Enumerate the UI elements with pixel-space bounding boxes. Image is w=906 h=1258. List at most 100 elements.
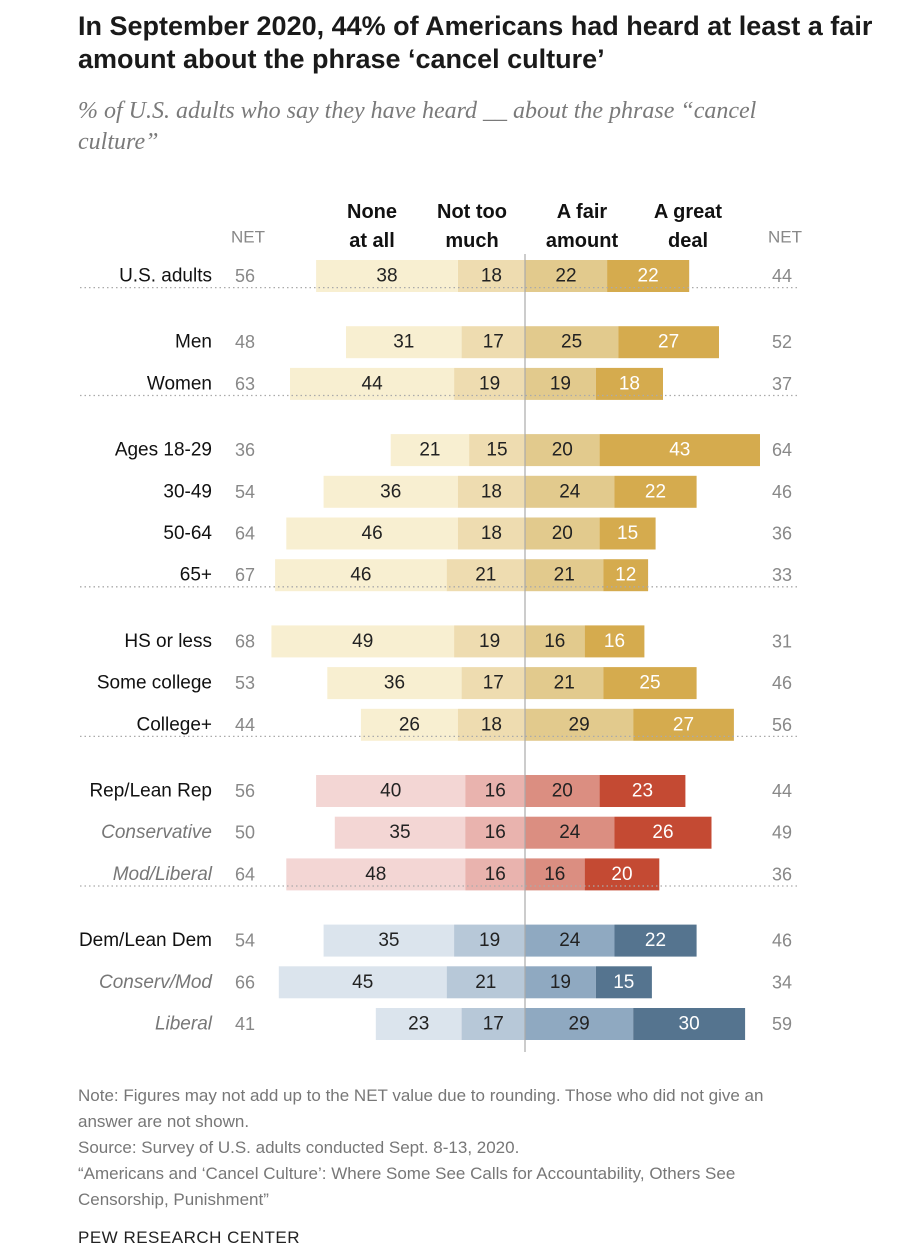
bar-value-label: 22 — [645, 481, 666, 502]
row-label: Rep/Lean Rep — [89, 781, 212, 802]
bar-not-too-much — [457, 708, 525, 741]
bar-none-at-all — [278, 966, 447, 999]
bar-a-fair-amount — [525, 434, 600, 467]
bar-value-label: 20 — [552, 523, 573, 544]
bar-value-label: 17 — [483, 673, 504, 694]
bar-value-label: 16 — [485, 864, 506, 885]
bar-a-great-deal — [614, 924, 697, 957]
bar-value-label: 12 — [615, 565, 636, 586]
bar-none-at-all — [316, 260, 458, 292]
bar-value-label: 18 — [481, 714, 502, 735]
bar-value-label: 46 — [362, 523, 383, 544]
bar-a-fair-amount — [525, 260, 608, 292]
bar-value-label: 36 — [380, 481, 401, 502]
series-header-line2: amount — [546, 230, 619, 252]
bar-value-label: 48 — [365, 864, 386, 885]
bar-value-label: 31 — [393, 332, 414, 353]
bar-value-label: 17 — [483, 1014, 504, 1035]
net-right-value: 46 — [772, 673, 792, 693]
bar-a-great-deal — [584, 858, 660, 891]
net-left-value: 50 — [235, 823, 255, 843]
bar-none-at-all — [323, 475, 458, 508]
bar-value-label: 22 — [645, 930, 666, 951]
bar-value-label: 20 — [552, 440, 573, 461]
bar-not-too-much — [446, 559, 525, 592]
bar-none-at-all — [360, 708, 458, 741]
bar-value-label: 21 — [419, 440, 440, 461]
chart-title: In September 2020, 44% of Americans had … — [78, 11, 873, 74]
bar-a-fair-amount — [525, 367, 596, 400]
bar-value-label: 21 — [554, 673, 575, 694]
bar-value-label: 19 — [479, 930, 500, 951]
bar-a-great-deal — [633, 1008, 746, 1040]
chart-subtitle: % of U.S. adults who say they have heard… — [78, 98, 757, 155]
series-header-line1: Not too — [437, 201, 507, 223]
bar-value-label: 23 — [632, 781, 653, 802]
bar-a-fair-amount — [525, 1008, 634, 1040]
bar-a-fair-amount — [525, 517, 600, 550]
bar-a-fair-amount — [525, 625, 585, 658]
bar-not-too-much — [461, 1008, 525, 1040]
bar-a-great-deal — [584, 625, 645, 658]
net-left-value: 67 — [235, 565, 255, 585]
net-right-value: 33 — [772, 565, 792, 585]
net-left-value: 41 — [235, 1014, 255, 1034]
bar-a-fair-amount — [525, 708, 634, 741]
net-right-value: 44 — [772, 266, 792, 286]
net-right-value: 64 — [772, 440, 792, 460]
row-label: Men — [175, 332, 212, 353]
net-right-value: 34 — [772, 972, 792, 992]
row-label: Dem/Lean Dem — [79, 930, 212, 951]
bar-a-great-deal — [595, 966, 652, 999]
bar-a-fair-amount — [525, 816, 615, 849]
bar-none-at-all — [286, 858, 466, 891]
bar-value-label: 22 — [555, 266, 576, 287]
bar-value-label: 19 — [550, 972, 571, 993]
bar-not-too-much — [457, 260, 525, 292]
bar-a-great-deal — [614, 475, 697, 508]
bar-value-label: 16 — [604, 631, 625, 652]
bar-not-too-much — [465, 858, 525, 891]
series-header-line2: much — [445, 230, 498, 252]
bar-value-label: 16 — [544, 864, 565, 885]
bar-value-label: 16 — [544, 631, 565, 652]
bar-value-label: 27 — [673, 714, 694, 735]
bar-value-label: 36 — [384, 673, 405, 694]
series-header-line1: A fair — [557, 201, 608, 223]
row-label: Mod/Liberal — [113, 864, 213, 885]
bar-value-label: 20 — [552, 781, 573, 802]
bar-value-label: 29 — [569, 714, 590, 735]
bar-value-label: 19 — [550, 373, 571, 394]
bar-value-label: 29 — [569, 1014, 590, 1035]
bar-a-fair-amount — [525, 858, 585, 891]
bar-a-great-deal — [618, 326, 719, 359]
bar-not-too-much — [454, 367, 525, 400]
bar-value-label: 40 — [380, 781, 401, 802]
net-left-value: 44 — [235, 715, 255, 735]
net-right-value: 36 — [772, 524, 792, 544]
bar-not-too-much — [446, 966, 525, 999]
bar-a-great-deal — [599, 434, 760, 467]
bar-value-label: 18 — [619, 373, 640, 394]
net-left-value: 56 — [235, 266, 255, 286]
bar-value-label: 15 — [486, 440, 507, 461]
row-label: Some college — [97, 673, 212, 694]
bar-not-too-much — [465, 816, 525, 849]
bar-value-label: 43 — [669, 440, 690, 461]
brand-name: PEW RESEARCH CENTER — [78, 1228, 301, 1247]
bar-a-fair-amount — [525, 559, 604, 592]
series-header-line1: None — [347, 201, 397, 223]
net-left-value: 66 — [235, 972, 255, 992]
bar-none-at-all — [334, 816, 466, 849]
row-label: Conserv/Mod — [99, 972, 213, 993]
bar-not-too-much — [465, 775, 525, 807]
bar-a-fair-amount — [525, 966, 596, 999]
bar-none-at-all — [275, 559, 447, 592]
bar-none-at-all — [286, 517, 458, 550]
series-header-line2: deal — [668, 230, 708, 252]
net-left-value: 64 — [235, 524, 255, 544]
net-left-value: 63 — [235, 374, 255, 394]
net-right-value: 36 — [772, 864, 792, 884]
bar-value-label: 22 — [638, 266, 659, 287]
chart-notes: Note: Figures may not add up to the NET … — [78, 1083, 818, 1213]
